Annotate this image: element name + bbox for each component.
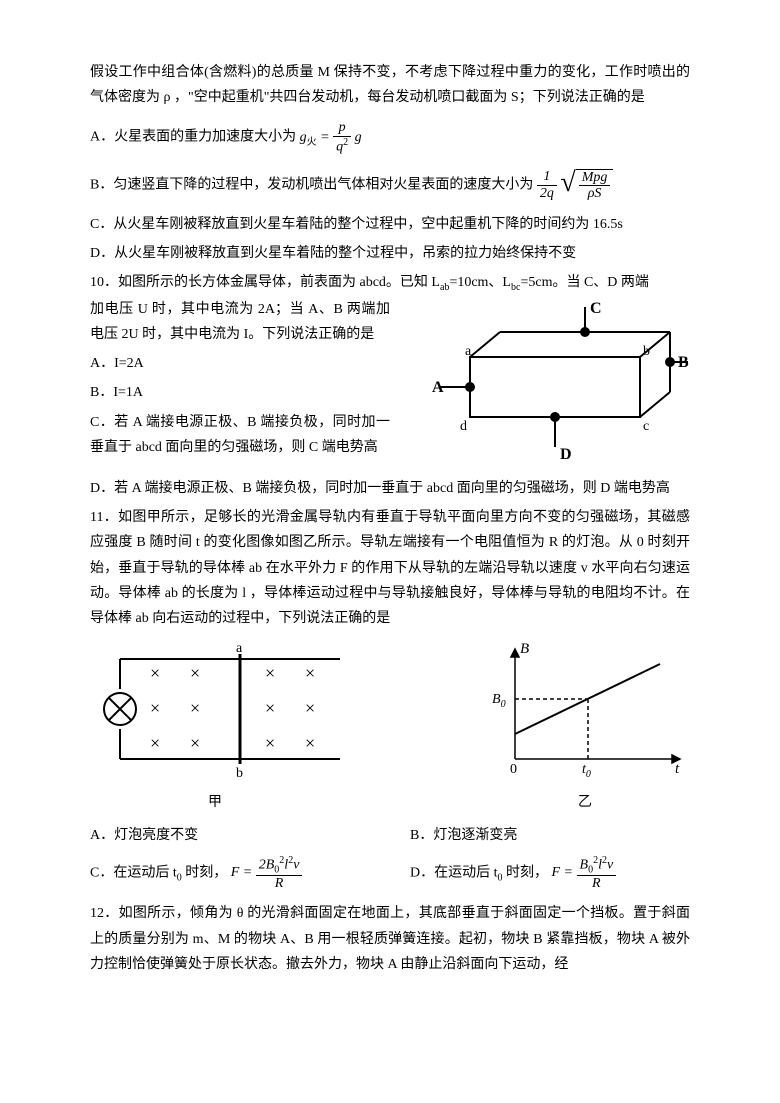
q9-a-sub: 火 [307,137,317,148]
svg-text:×: × [190,698,200,718]
q11-c-num-a: 2B [259,857,275,872]
q10-option-c: C．若 A 端接电源正极、B 端接负极，同时加一垂直于 abcd 面向里的匀强磁… [90,410,390,460]
q11-option-c: C．在运动后 t0 时刻， F = 2B02l2v R [90,855,350,892]
q11-c-frac: 2B02l2v R [256,855,303,892]
q11-fig1-a: a [236,641,243,656]
svg-text:×: × [305,733,315,753]
q10-stem-line2: 加电压 U 时，其中电流为 2A；当 A、B 两端加电压 2U 时，其中电流为 … [90,297,390,347]
q11-d-num: B02l2v [577,855,617,876]
q9-a-formula: g火 = p q2 g [300,130,362,145]
svg-text:×: × [150,663,160,683]
q9-b-frac: 1 2q [537,169,557,201]
q11-c-den: R [256,876,303,891]
q11-fig2-wrap: B B0 0 t0 t 乙 [480,639,690,815]
q11-d-f: F = [552,865,577,880]
q10-block: 10．如图所示的长方体金属导体，前表面为 abcd。已知 Lab=10cm、Lb… [90,270,690,501]
q11-fig2-t0: t0 [582,762,591,779]
svg-text:×: × [265,733,275,753]
q10-s1a: 10．如图所示的长方体金属导体，前表面为 abcd。已知 L [90,275,440,290]
q9-a-g: g [300,130,307,145]
radical-icon: √ [560,169,575,202]
q11-row-cd: C．在运动后 t0 时刻， F = 2B02l2v R D．在运动后 t0 时刻… [90,855,690,892]
q11-fig2-label: 乙 [480,790,690,815]
label-B: B [678,354,689,371]
q9-option-c: C．从火星车刚被释放直到火星车着陆的整个过程中，空中起重机下降的时间约为 16.… [90,212,690,237]
q11-d-pre: D．在运动后 t [410,865,498,880]
q9-a-eq: = [317,130,333,145]
svg-text:×: × [305,698,315,718]
q9-option-b: B．匀速竖直下降的过程中，发动机喷出气体相对火星表面的速度大小为 1 2q √ … [90,169,690,202]
q9-b-den: 2q [537,186,557,201]
q11-d-num-a: B [580,857,589,872]
q10-stem-line1: 10．如图所示的长方体金属导体，前表面为 abcd。已知 Lab=10cm、Lb… [90,270,690,297]
q10-option-d: D．若 A 端接电源正极、B 端接负极，同时加一垂直于 abcd 面向里的匀强磁… [90,476,690,501]
q11-fig1-wrap: × × × × × × × × × × × × a b 甲 [90,639,340,815]
q9-b-sqrt-den: ρS [579,186,611,201]
q12-stem: 12．如图所示，倾角为 θ 的光滑斜面固定在地面上，其底部垂直于斜面固定一个挡板… [90,901,690,977]
q9-b-sqrt-num: Mpg [579,170,611,186]
q9-option-a: A．火星表面的重力加速度大小为 g火 = p q2 g [90,120,690,154]
q11-figures: × × × × × × × × × × × × a b 甲 [90,639,690,815]
q11-option-b: B．灯泡逐渐变亮 [410,823,517,848]
q11-fig2-origin: 0 [510,762,517,777]
svg-text:×: × [190,663,200,683]
label-C: C [590,300,602,317]
label-b: b [643,344,650,359]
svg-text:×: × [265,663,275,683]
bt-graph: B B0 0 t0 t [480,639,690,779]
q9-a-den: q2 [333,137,351,155]
q11-d-num-c: v [607,857,613,872]
q11-d-formula: F = B02l2v R [552,865,617,880]
q11-fig2-b0: B0 [492,692,506,710]
svg-text:×: × [150,733,160,753]
q11-d-frac: B02l2v R [577,855,617,892]
q11-c-num: 2B02l2v [256,855,303,876]
intro-paragraph: 假设工作中组合体(含燃料)的总质量 M 保持不变，不考虑下降过程中重力的变化，工… [90,60,690,110]
q11-fig2-ylab: B [520,641,529,657]
q9-b-sqrt: √ Mpg ρS [560,169,613,202]
q11-fig1-label: 甲 [90,790,340,815]
svg-text:×: × [265,698,275,718]
label-A: A [432,379,444,396]
q9-b-num: 1 [537,169,557,185]
q11-d-den: R [577,876,617,891]
q9-option-d: D．从火星车刚被释放直到火星车着陆的整个过程中，吊索的拉力始终保持不变 [90,241,690,266]
q11-d-mid: 时刻， [503,865,549,880]
svg-text:×: × [305,663,315,683]
q9-a-tail: g [355,130,362,145]
q11-fig1-b: b [236,766,243,779]
q10-s1c: =5cm。当 C、D 两端 [520,275,648,290]
q11-c-pre: C．在运动后 t [90,865,177,880]
q10-s1b: =10cm、L [449,275,511,290]
cuboid-diagram: a b c d A B C D [430,297,690,467]
label-c: c [643,419,649,434]
q9-b-sqrt-frac: Mpg ρS [579,170,611,202]
page: 假设工作中组合体(含燃料)的总质量 M 保持不变，不考虑下降过程中重力的变化，工… [0,0,780,1103]
q11-option-d: D．在运动后 t0 时刻， F = B02l2v R [410,855,616,892]
svg-text:×: × [190,733,200,753]
q9-b-pre: B．匀速竖直下降的过程中，发动机喷出气体相对火星表面的速度大小为 [90,177,533,192]
q11-c-mid: 时刻， [182,865,228,880]
q11-row-ab: A．灯泡亮度不变 B．灯泡逐渐变亮 [90,823,690,848]
q11-c-f: F = [231,865,256,880]
q11-option-a: A．灯泡亮度不变 [90,823,350,848]
q11-stem: 11．如图甲所示，足够长的光滑金属导轨内有垂直于导轨平面向里方向不变的匀强磁场，… [90,505,690,631]
q9-a-num: p [333,120,351,136]
q9-a-pre: A．火星表面的重力加速度大小为 [90,130,296,145]
q10-figure: a b c d A B C D [430,297,690,476]
label-d: d [460,419,467,434]
label-a: a [465,344,472,359]
q9-b-formula: 1 2q √ Mpg ρS [537,177,614,192]
q11-fig2-xlab: t [675,761,680,777]
q9-a-frac: p q2 [333,120,351,154]
label-D: D [560,446,572,463]
svg-text:×: × [150,698,160,718]
q11-c-formula: F = 2B02l2v R [231,865,303,880]
rail-diagram: × × × × × × × × × × × × a b [90,639,340,779]
q11-c-num-c: v [293,857,299,872]
